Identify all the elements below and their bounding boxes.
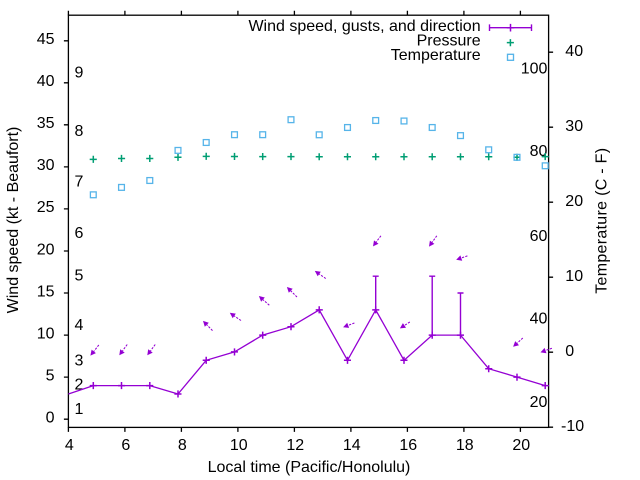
svg-text:7: 7 (75, 173, 84, 190)
svg-text:6: 6 (121, 437, 130, 454)
svg-text:5: 5 (75, 267, 84, 284)
svg-text:10: 10 (565, 268, 583, 285)
svg-text:18: 18 (456, 437, 474, 454)
svg-text:Temperature: Temperature (391, 47, 481, 64)
svg-text:4: 4 (75, 317, 84, 334)
svg-text:Wind speed (kt - Beaufort): Wind speed (kt - Beaufort) (5, 127, 22, 314)
svg-text:2: 2 (75, 376, 84, 393)
svg-text:40: 40 (530, 311, 548, 328)
svg-text:10: 10 (230, 437, 248, 454)
svg-text:25: 25 (37, 199, 55, 216)
svg-text:9: 9 (75, 64, 84, 81)
svg-text:Pressure: Pressure (417, 32, 481, 49)
svg-text:3: 3 (75, 352, 84, 369)
svg-text:0: 0 (46, 410, 55, 427)
svg-text:20: 20 (512, 437, 530, 454)
svg-text:30: 30 (37, 157, 55, 174)
svg-text:20: 20 (565, 193, 583, 210)
svg-text:20: 20 (37, 241, 55, 258)
svg-text:14: 14 (343, 437, 361, 454)
svg-text:100: 100 (521, 61, 548, 78)
svg-text:16: 16 (399, 437, 417, 454)
svg-text:8: 8 (178, 437, 187, 454)
svg-text:12: 12 (286, 437, 304, 454)
svg-text:0: 0 (565, 343, 574, 360)
svg-text:80: 80 (530, 143, 548, 160)
svg-text:6: 6 (75, 225, 84, 242)
svg-text:Temperature (C - F): Temperature (C - F) (593, 148, 610, 294)
svg-text:1: 1 (75, 401, 84, 418)
svg-text:Local time (Pacific/Honolulu): Local time (Pacific/Honolulu) (208, 459, 411, 476)
svg-text:10: 10 (37, 325, 55, 342)
svg-text:4: 4 (65, 437, 74, 454)
svg-text:20: 20 (530, 394, 548, 411)
svg-text:30: 30 (565, 118, 583, 135)
svg-text:Wind speed, gusts, and directi: Wind speed, gusts, and direction (248, 18, 480, 35)
svg-text:40: 40 (37, 73, 55, 90)
svg-text:-10: -10 (561, 418, 584, 435)
svg-text:40: 40 (565, 43, 583, 60)
svg-text:60: 60 (530, 228, 548, 245)
svg-text:8: 8 (75, 123, 84, 140)
svg-text:35: 35 (37, 115, 55, 132)
svg-text:5: 5 (46, 367, 55, 384)
svg-text:15: 15 (37, 283, 55, 300)
svg-text:45: 45 (37, 31, 55, 48)
